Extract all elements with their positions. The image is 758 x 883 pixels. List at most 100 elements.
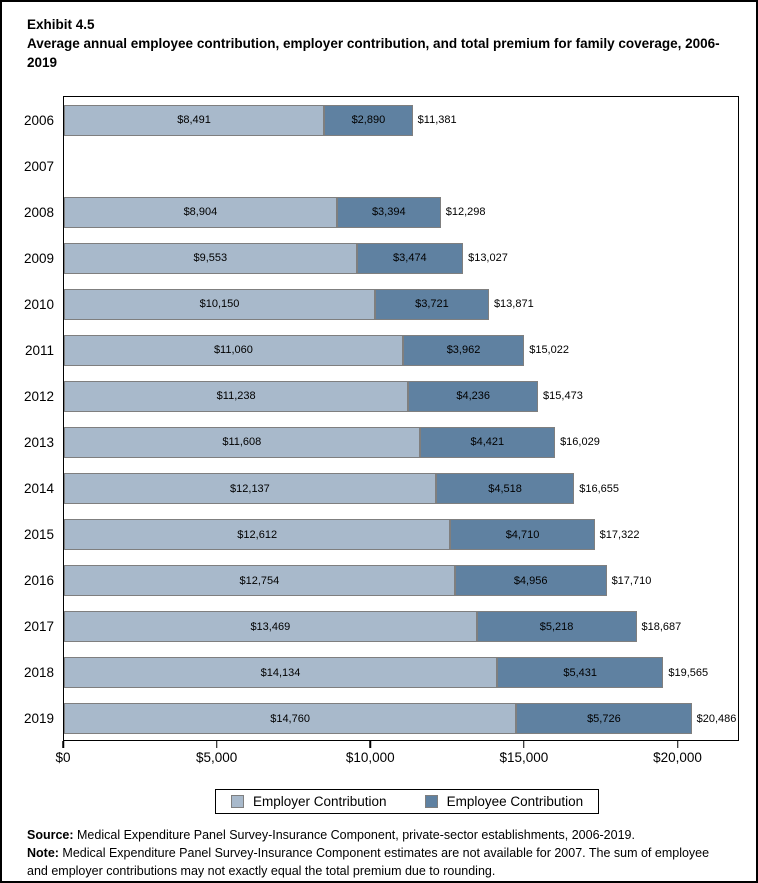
source-line: Source: Medical Expenditure Panel Survey… — [27, 826, 731, 844]
legend-item: Employer Contribution — [231, 794, 387, 809]
employee-bar-segment: $5,218 — [476, 611, 637, 643]
employee-value-label: $3,962 — [446, 344, 481, 357]
employee-bar-segment: $3,962 — [402, 334, 525, 366]
chart-row: 2014 $12,137 $4,518 $16,655 — [24, 466, 738, 512]
employee-bar-segment: $4,518 — [435, 473, 575, 505]
year-label: 2013 — [23, 434, 54, 450]
chart-row: 2011 $11,060 $3,962 $15,022 — [25, 327, 738, 373]
total-value-label: $15,022 — [529, 344, 569, 357]
employee-bar-segment: $3,394 — [336, 196, 441, 228]
x-axis-tick-label: $5,000 — [195, 750, 238, 765]
employer-value-label: $9,553 — [193, 252, 228, 265]
total-value-label: $18,687 — [641, 620, 682, 633]
chart-row: 2015 $12,612 $4,710 $17,322 — [24, 512, 738, 558]
employer-bar-segment: $11,608 — [64, 426, 420, 458]
legend: Employer Contribution Employee Contributi… — [215, 789, 600, 814]
employee-value-label: $4,236 — [456, 390, 490, 403]
year-label: 2014 — [23, 481, 54, 497]
x-axis-tick-label: $10,000 — [345, 750, 395, 765]
total-value-label: $17,322 — [599, 528, 640, 541]
legend-item-label: Employer Contribution — [253, 794, 387, 809]
legend-swatch — [231, 795, 244, 808]
total-value-label: $16,029 — [560, 436, 600, 449]
employee-bar-segment: $4,236 — [408, 380, 539, 412]
year-label: 2011 — [24, 342, 54, 358]
chart-row: 2012 $11,238 $4,236 $15,473 — [24, 373, 738, 419]
total-value-label: $11,381 — [417, 114, 457, 127]
employer-value-label: $14,134 — [260, 666, 301, 679]
chart-title: Average annual employee contribution, em… — [27, 36, 720, 70]
chart-row: 2006 $8,491 $2,890 $11,381 — [24, 97, 738, 143]
employee-value-label: $4,421 — [470, 436, 505, 449]
total-value-label: $19,565 — [668, 666, 709, 679]
x-axis-tick — [523, 741, 525, 748]
employer-bar-segment: $9,553 — [64, 242, 357, 274]
employer-bar-segment: $14,134 — [64, 657, 497, 689]
employee-bar-segment: $3,721 — [374, 288, 489, 320]
chart-row: 2007 — [24, 143, 738, 189]
total-value-label: $17,710 — [611, 574, 652, 587]
legend-swatch — [424, 795, 438, 808]
employee-value-label: $3,474 — [393, 252, 427, 265]
x-axis-tick-label: $20,000 — [653, 750, 702, 765]
total-value-label: $15,473 — [543, 390, 583, 403]
employee-value-label: $5,726 — [587, 712, 621, 725]
employer-value-label: $10,150 — [199, 298, 240, 311]
year-label: 2019 — [23, 711, 54, 727]
title-block: Exhibit 4.5 Average annual employee cont… — [27, 15, 731, 72]
year-label: 2006 — [23, 112, 54, 128]
x-axis-tick-label: $0 — [55, 750, 71, 765]
note-text: Medical Expenditure Panel Survey-Insuran… — [27, 846, 710, 878]
chart-row: 2019 $14,760 $5,726 $20,486 — [24, 696, 738, 742]
employer-value-label: $14,760 — [270, 712, 310, 725]
employee-value-label: $4,710 — [505, 528, 540, 541]
total-value-label: $13,027 — [468, 252, 508, 265]
total-value-label: $20,486 — [696, 712, 737, 725]
employee-value-label: $4,956 — [513, 574, 548, 587]
x-axis: $0 $5,000 $10,000 $15,000 $20,000 — [55, 741, 739, 773]
employer-value-label: $12,754 — [239, 574, 280, 587]
x-axis-tick — [215, 741, 218, 748]
chart-row: 2013 $11,608 $4,421 $16,029 — [24, 419, 738, 465]
legend-item-label: Employee Contribution — [446, 794, 584, 809]
x-axis-tick — [676, 741, 679, 748]
x-axis-tick-label: $15,000 — [499, 750, 549, 765]
employer-value-label: $11,060 — [213, 344, 253, 357]
employee-bar-segment: $2,890 — [324, 104, 413, 136]
employer-bar-segment: $14,760 — [64, 703, 517, 735]
note-label: Note: — [27, 846, 59, 860]
total-value-label: $16,655 — [579, 482, 619, 495]
chart-row: 2008 $8,904 $3,394 $12,298 — [24, 189, 738, 235]
x-axis-tick — [62, 741, 64, 748]
employer-bar-segment: $11,060 — [64, 334, 403, 366]
total-value-label: $13,871 — [493, 298, 534, 311]
year-label: 2007 — [23, 158, 54, 174]
year-label: 2008 — [23, 204, 54, 220]
employer-value-label: $13,469 — [250, 620, 291, 633]
employee-value-label: $3,721 — [415, 298, 449, 311]
total-value-label: $12,298 — [445, 206, 486, 219]
chart-row: 2017 $13,469 $5,218 $18,687 — [24, 604, 738, 650]
footer: Source: Medical Expenditure Panel Survey… — [27, 826, 731, 880]
employer-bar-segment: $8,491 — [64, 104, 325, 136]
employer-bar-segment: $8,904 — [64, 196, 337, 228]
employee-value-label: $5,431 — [563, 666, 598, 679]
year-label: 2015 — [23, 527, 54, 543]
chart-row: 2016 $12,754 $4,956 $17,710 — [24, 558, 738, 604]
exhibit-number: Exhibit 4.5 — [27, 17, 95, 32]
chart-row: 2009 $9,553 $3,474 $13,027 — [24, 235, 738, 281]
employer-value-label: $12,612 — [237, 528, 278, 541]
legend-item: Employee Contribution — [424, 794, 584, 809]
employer-bar-segment: $11,238 — [64, 380, 409, 412]
employer-bar-segment: $12,137 — [64, 473, 436, 505]
employee-bar-segment: $4,421 — [419, 426, 556, 458]
employer-bar-segment: $10,150 — [64, 288, 375, 320]
employer-value-label: $12,137 — [230, 482, 270, 495]
x-axis-tick — [369, 741, 372, 748]
employee-value-label: $5,218 — [539, 620, 574, 633]
employee-bar-segment: $4,710 — [450, 519, 595, 551]
year-label: 2018 — [23, 665, 54, 681]
employer-value-label: $11,238 — [216, 390, 256, 403]
source-text: Medical Expenditure Panel Survey-Insuran… — [73, 828, 635, 842]
